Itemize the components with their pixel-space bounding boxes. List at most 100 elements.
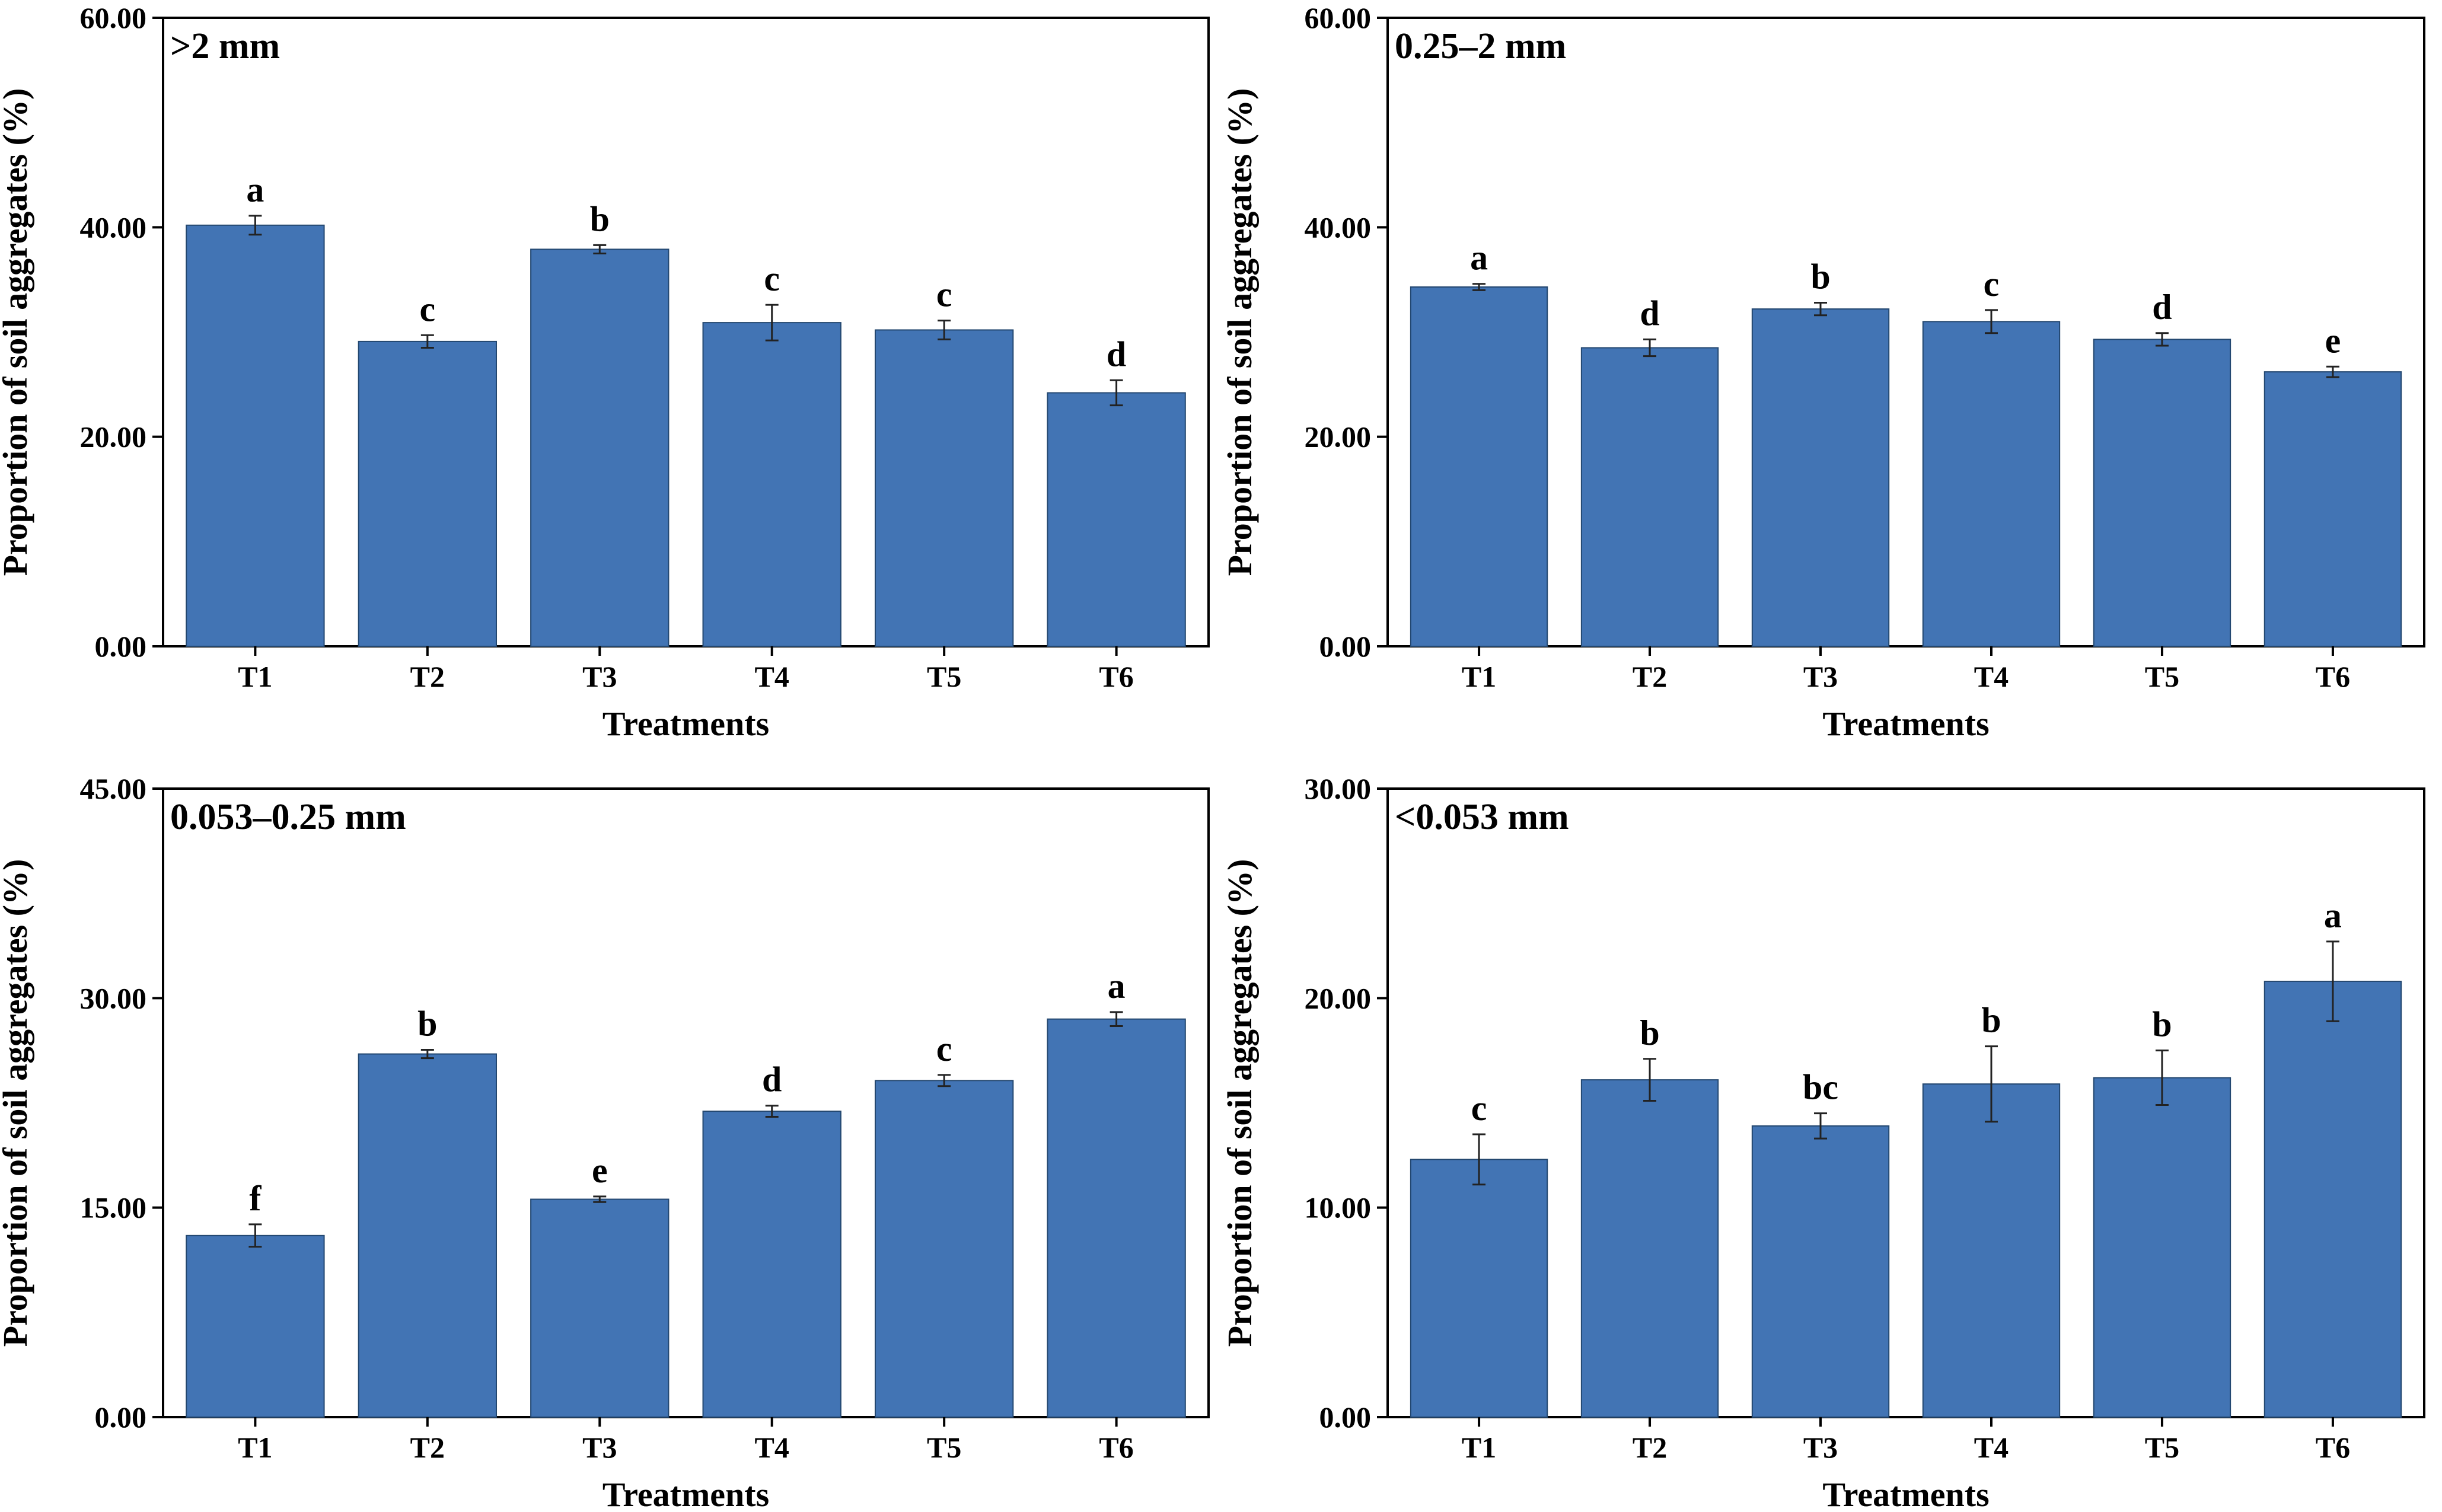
bar-T6 [2264, 371, 2402, 647]
chart-panel-3: 0.00 15.00 30.00 45.00 f T1 b T2 e T3 d T4 c T5 a T6 0.0… [0, 772, 1210, 1512]
y-tick-label: 40.00 [1305, 210, 1372, 244]
significance-letter-T2: c [420, 289, 436, 328]
significance-letter-T2: b [417, 1004, 437, 1043]
x-tick-label-T2: T2 [410, 1431, 445, 1464]
significance-letter-T3: e [592, 1151, 608, 1190]
y-tick-label: 0.00 [1319, 1401, 1372, 1434]
y-tick-label: 20.00 [80, 420, 147, 454]
bar-T2 [358, 1053, 498, 1418]
x-tick-label-T1: T1 [238, 1431, 272, 1464]
x-tick-label-T4: T4 [1974, 1431, 2009, 1464]
panel-title: 0.25–2 mm [1395, 26, 1566, 66]
y-tick-label: 20.00 [1305, 981, 1372, 1015]
x-tick-label-T5: T5 [927, 1431, 961, 1464]
significance-letter-T4: b [1981, 1001, 2001, 1040]
y-tick-label: 30.00 [80, 981, 147, 1015]
panel-title: <0.053 mm [1395, 797, 1569, 837]
x-axis-title: Treatments [1822, 704, 1989, 743]
plot-frame [162, 17, 1210, 647]
significance-letter-T6: a [2324, 896, 2342, 935]
x-axis-title: Treatments [602, 704, 769, 743]
bar-T6 [1047, 1018, 1186, 1418]
x-tick-label-T4: T4 [1974, 660, 2009, 693]
bar-T4 [1922, 1083, 2061, 1418]
significance-letter-T4: c [1984, 264, 2000, 304]
significance-letter-T5: d [2152, 288, 2172, 327]
bar-T1 [1410, 286, 1548, 647]
bar-T2 [1580, 347, 1719, 647]
plot-frame [1386, 17, 2425, 647]
significance-letter-T3: bc [1803, 1068, 1838, 1107]
significance-letter-T6: e [2325, 321, 2341, 360]
significance-letter-T1: f [249, 1179, 262, 1218]
x-tick-label-T6: T6 [1099, 660, 1133, 693]
x-tick-label-T2: T2 [1633, 660, 1667, 693]
y-tick-label: 45.00 [80, 772, 147, 805]
panel-title: >2 mm [170, 26, 280, 66]
x-tick-label-T3: T3 [582, 660, 617, 693]
significance-letter-T6: a [1108, 966, 1126, 1006]
bar-T3 [530, 1198, 670, 1418]
bar-T1 [186, 224, 325, 647]
bar-T3 [530, 248, 670, 647]
plot-frame [1386, 787, 2425, 1418]
significance-letter-T4: d [762, 1060, 782, 1099]
y-axis-title: Proportion of soil aggregates (%) [0, 88, 34, 576]
y-tick-label: 60.00 [80, 1, 147, 34]
panel-title: 0.053–0.25 mm [170, 797, 406, 837]
x-tick-label-T3: T3 [1803, 660, 1838, 693]
significance-letter-T5: b [2152, 1005, 2172, 1044]
x-tick-label-T6: T6 [2316, 660, 2350, 693]
significance-letter-T5: c [936, 275, 952, 314]
y-tick-label: 60.00 [1305, 1, 1372, 34]
x-tick-label-T1: T1 [1462, 660, 1496, 693]
plot-frame [162, 787, 1210, 1418]
x-tick-label-T4: T4 [755, 660, 789, 693]
x-tick-label-T6: T6 [2316, 1431, 2350, 1464]
bar-T4 [702, 322, 841, 647]
bar-T1 [186, 1235, 325, 1418]
bar-T1 [1410, 1159, 1548, 1418]
bar-T5 [874, 329, 1014, 647]
x-axis-title: Treatments [1822, 1475, 1989, 1512]
x-tick-label-T5: T5 [2145, 660, 2179, 693]
x-tick-label-T5: T5 [2145, 1431, 2179, 1464]
x-tick-label-T2: T2 [1633, 1431, 1667, 1464]
significance-letter-T1: a [1470, 238, 1488, 277]
bar-T2 [1580, 1079, 1719, 1418]
significance-letter-T5: c [936, 1029, 952, 1068]
significance-letter-T1: a [246, 170, 264, 209]
significance-letter-T4: c [764, 259, 780, 298]
y-axis-title: Proportion of soil aggregates (%) [1220, 859, 1259, 1347]
significance-letter-T2: d [1640, 294, 1659, 333]
chart-panel-4: 0.00 10.00 20.00 30.00 c T1 b T2 bc T3 b T4 b T5 a T6 <0… [1220, 772, 2425, 1512]
bar-T2 [358, 340, 498, 647]
x-tick-label-T4: T4 [755, 1431, 789, 1464]
y-tick-label: 30.00 [1305, 772, 1372, 805]
y-axis-title: Proportion of soil aggregates (%) [1220, 88, 1259, 576]
bar-T6 [1047, 392, 1186, 647]
y-tick-label: 0.00 [95, 630, 147, 663]
x-axis-title: Treatments [602, 1475, 769, 1512]
significance-letter-T2: b [1640, 1013, 1659, 1052]
y-tick-label: 0.00 [95, 1401, 147, 1434]
x-tick-label-T5: T5 [927, 660, 961, 693]
chart-panel-2: 0.00 20.00 40.00 60.00 a T1 d T2 b T3 c T4 d T5 e T6 0.2… [1220, 1, 2425, 743]
x-tick-label-T2: T2 [410, 660, 445, 693]
x-tick-label-T3: T3 [1803, 1431, 1838, 1464]
significance-letter-T6: d [1107, 334, 1126, 374]
y-tick-label: 20.00 [1305, 420, 1372, 454]
bar-T5 [2093, 1077, 2231, 1418]
bar-T3 [1751, 308, 1890, 647]
bar-T4 [1922, 321, 2061, 647]
y-tick-label: 0.00 [1319, 630, 1372, 663]
y-tick-label: 15.00 [80, 1191, 147, 1224]
bar-T3 [1751, 1125, 1890, 1418]
x-tick-label-T6: T6 [1099, 1431, 1133, 1464]
x-tick-label-T3: T3 [582, 1431, 617, 1464]
bar-T5 [2093, 339, 2231, 647]
chart-panel-1: 0.00 20.00 40.00 60.00 a T1 c T2 b T3 c T4 c T5 d T6 >2 … [0, 1, 1210, 743]
bar-T5 [874, 1080, 1014, 1418]
y-axis-title: Proportion of soil aggregates (%) [0, 859, 34, 1347]
